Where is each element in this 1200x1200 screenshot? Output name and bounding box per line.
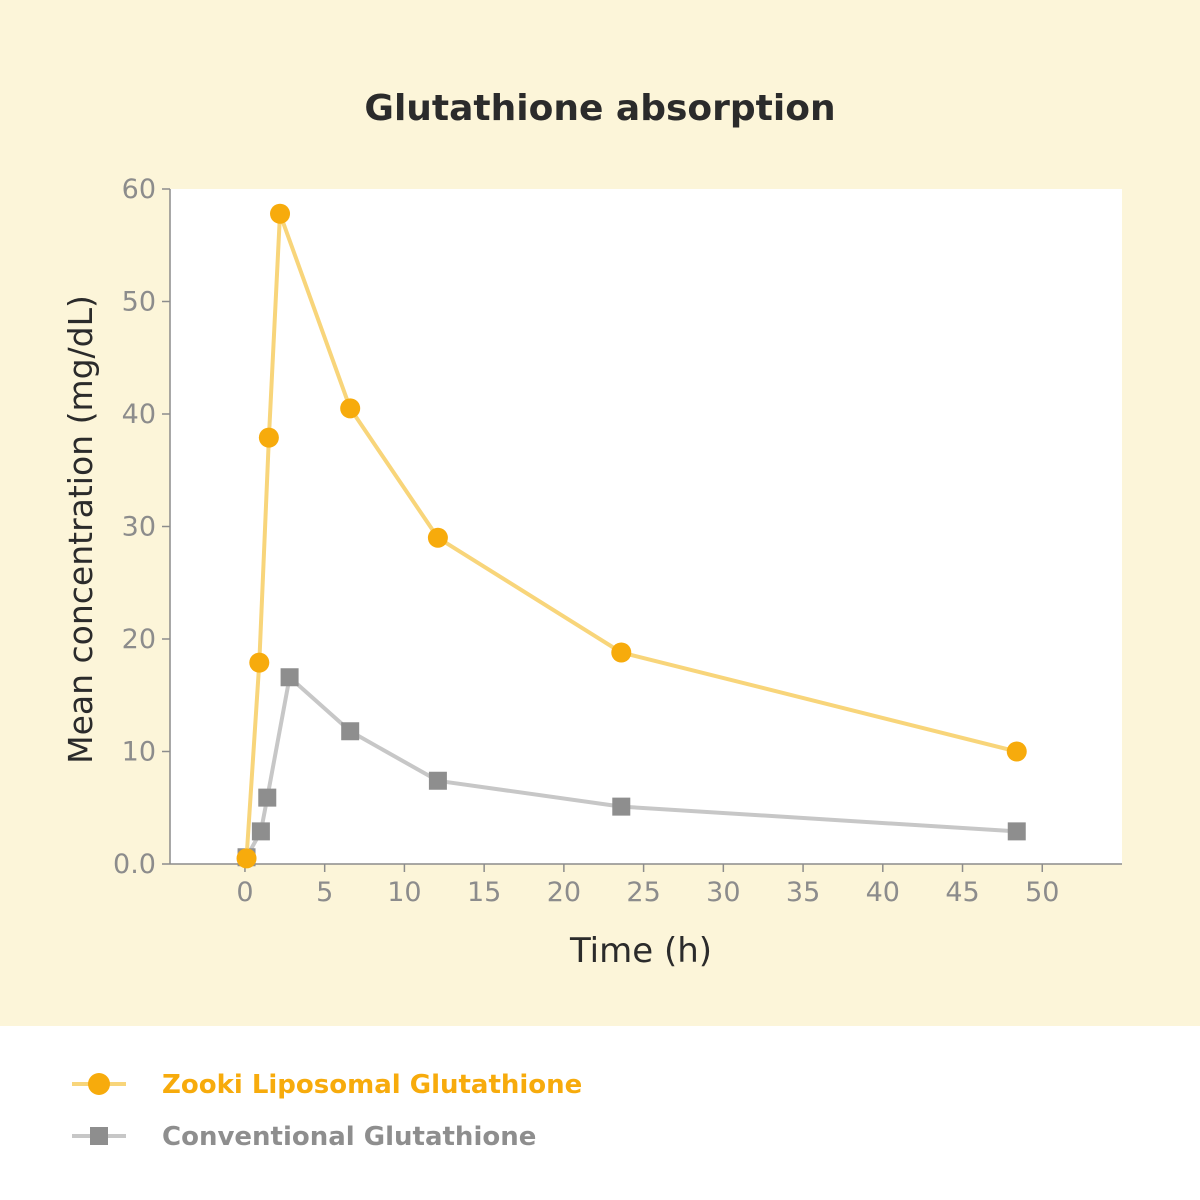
y-tick-label: 40 — [122, 399, 156, 430]
data-point-zooki — [249, 652, 270, 673]
plot-area — [170, 189, 1122, 864]
x-tick-label: 10 — [387, 877, 421, 908]
legend-label-conventional: Conventional Glutathione — [162, 1122, 537, 1152]
y-tick-label: 10 — [122, 737, 156, 768]
data-point-zooki — [427, 527, 448, 548]
series-zooki — [236, 203, 1027, 869]
data-point-conventional — [280, 668, 299, 687]
legend: Zooki Liposomal Glutathione Conventional… — [60, 1062, 1140, 1166]
y-tick-label: 50 — [122, 287, 156, 318]
legend-swatch-conventional — [72, 1127, 126, 1145]
data-point-conventional — [1007, 822, 1026, 841]
data-point-conventional — [612, 797, 631, 816]
series-conventional — [237, 668, 1026, 867]
chart-title: Glutathione absorption — [364, 88, 836, 129]
data-point-conventional — [341, 722, 360, 741]
x-tick-label: 40 — [866, 877, 900, 908]
y-axis-label: Mean concentration (mg/dL) — [61, 295, 100, 764]
data-point-zooki — [340, 398, 361, 419]
x-tick-label: 25 — [626, 877, 660, 908]
x-tick-label: 20 — [547, 877, 581, 908]
y-tick-label: 20 — [122, 624, 156, 655]
legend-marker-circle — [88, 1073, 110, 1095]
data-point-zooki — [258, 427, 279, 448]
x-tick-label: 50 — [1025, 877, 1059, 908]
data-point-zooki — [270, 203, 291, 224]
legend-item-conventional: Conventional Glutathione — [60, 1114, 1140, 1164]
x-tick-label: 5 — [316, 877, 333, 908]
series-line-zooki — [244, 211, 1018, 859]
x-tick-label: 45 — [945, 877, 979, 908]
x-tick-label: 0 — [236, 877, 253, 908]
data-point-conventional — [258, 788, 277, 807]
series-layer — [236, 203, 1027, 869]
y-tick-label: 60 — [122, 174, 156, 205]
data-point-zooki — [611, 642, 632, 663]
x-tick-label: 35 — [786, 877, 820, 908]
legend-label-zooki: Zooki Liposomal Glutathione — [162, 1070, 583, 1100]
x-tick-label: 15 — [467, 877, 501, 908]
y-tick-label: 30 — [122, 512, 156, 543]
chart-plot: 0 5 10 15 20 25 30 35 40 45 50 0.0 10 20 30 40 50 60 Time… — [61, 174, 1122, 971]
y-tick-label: 0.0 — [113, 849, 156, 880]
legend-marker-square — [90, 1127, 108, 1145]
ticks: 0 5 10 15 20 25 30 35 40 45 50 0.0 10 20 30 40 50 60 — [113, 174, 1059, 908]
data-point-zooki — [236, 848, 257, 869]
legend-swatch-zooki — [72, 1073, 126, 1095]
data-point-zooki — [1006, 741, 1027, 762]
x-axis-label: Time (h) — [569, 931, 712, 971]
data-point-conventional — [251, 822, 270, 841]
data-point-conventional — [428, 771, 447, 790]
x-tick-label: 30 — [706, 877, 740, 908]
legend-item-zooki: Zooki Liposomal Glutathione — [60, 1062, 1140, 1112]
